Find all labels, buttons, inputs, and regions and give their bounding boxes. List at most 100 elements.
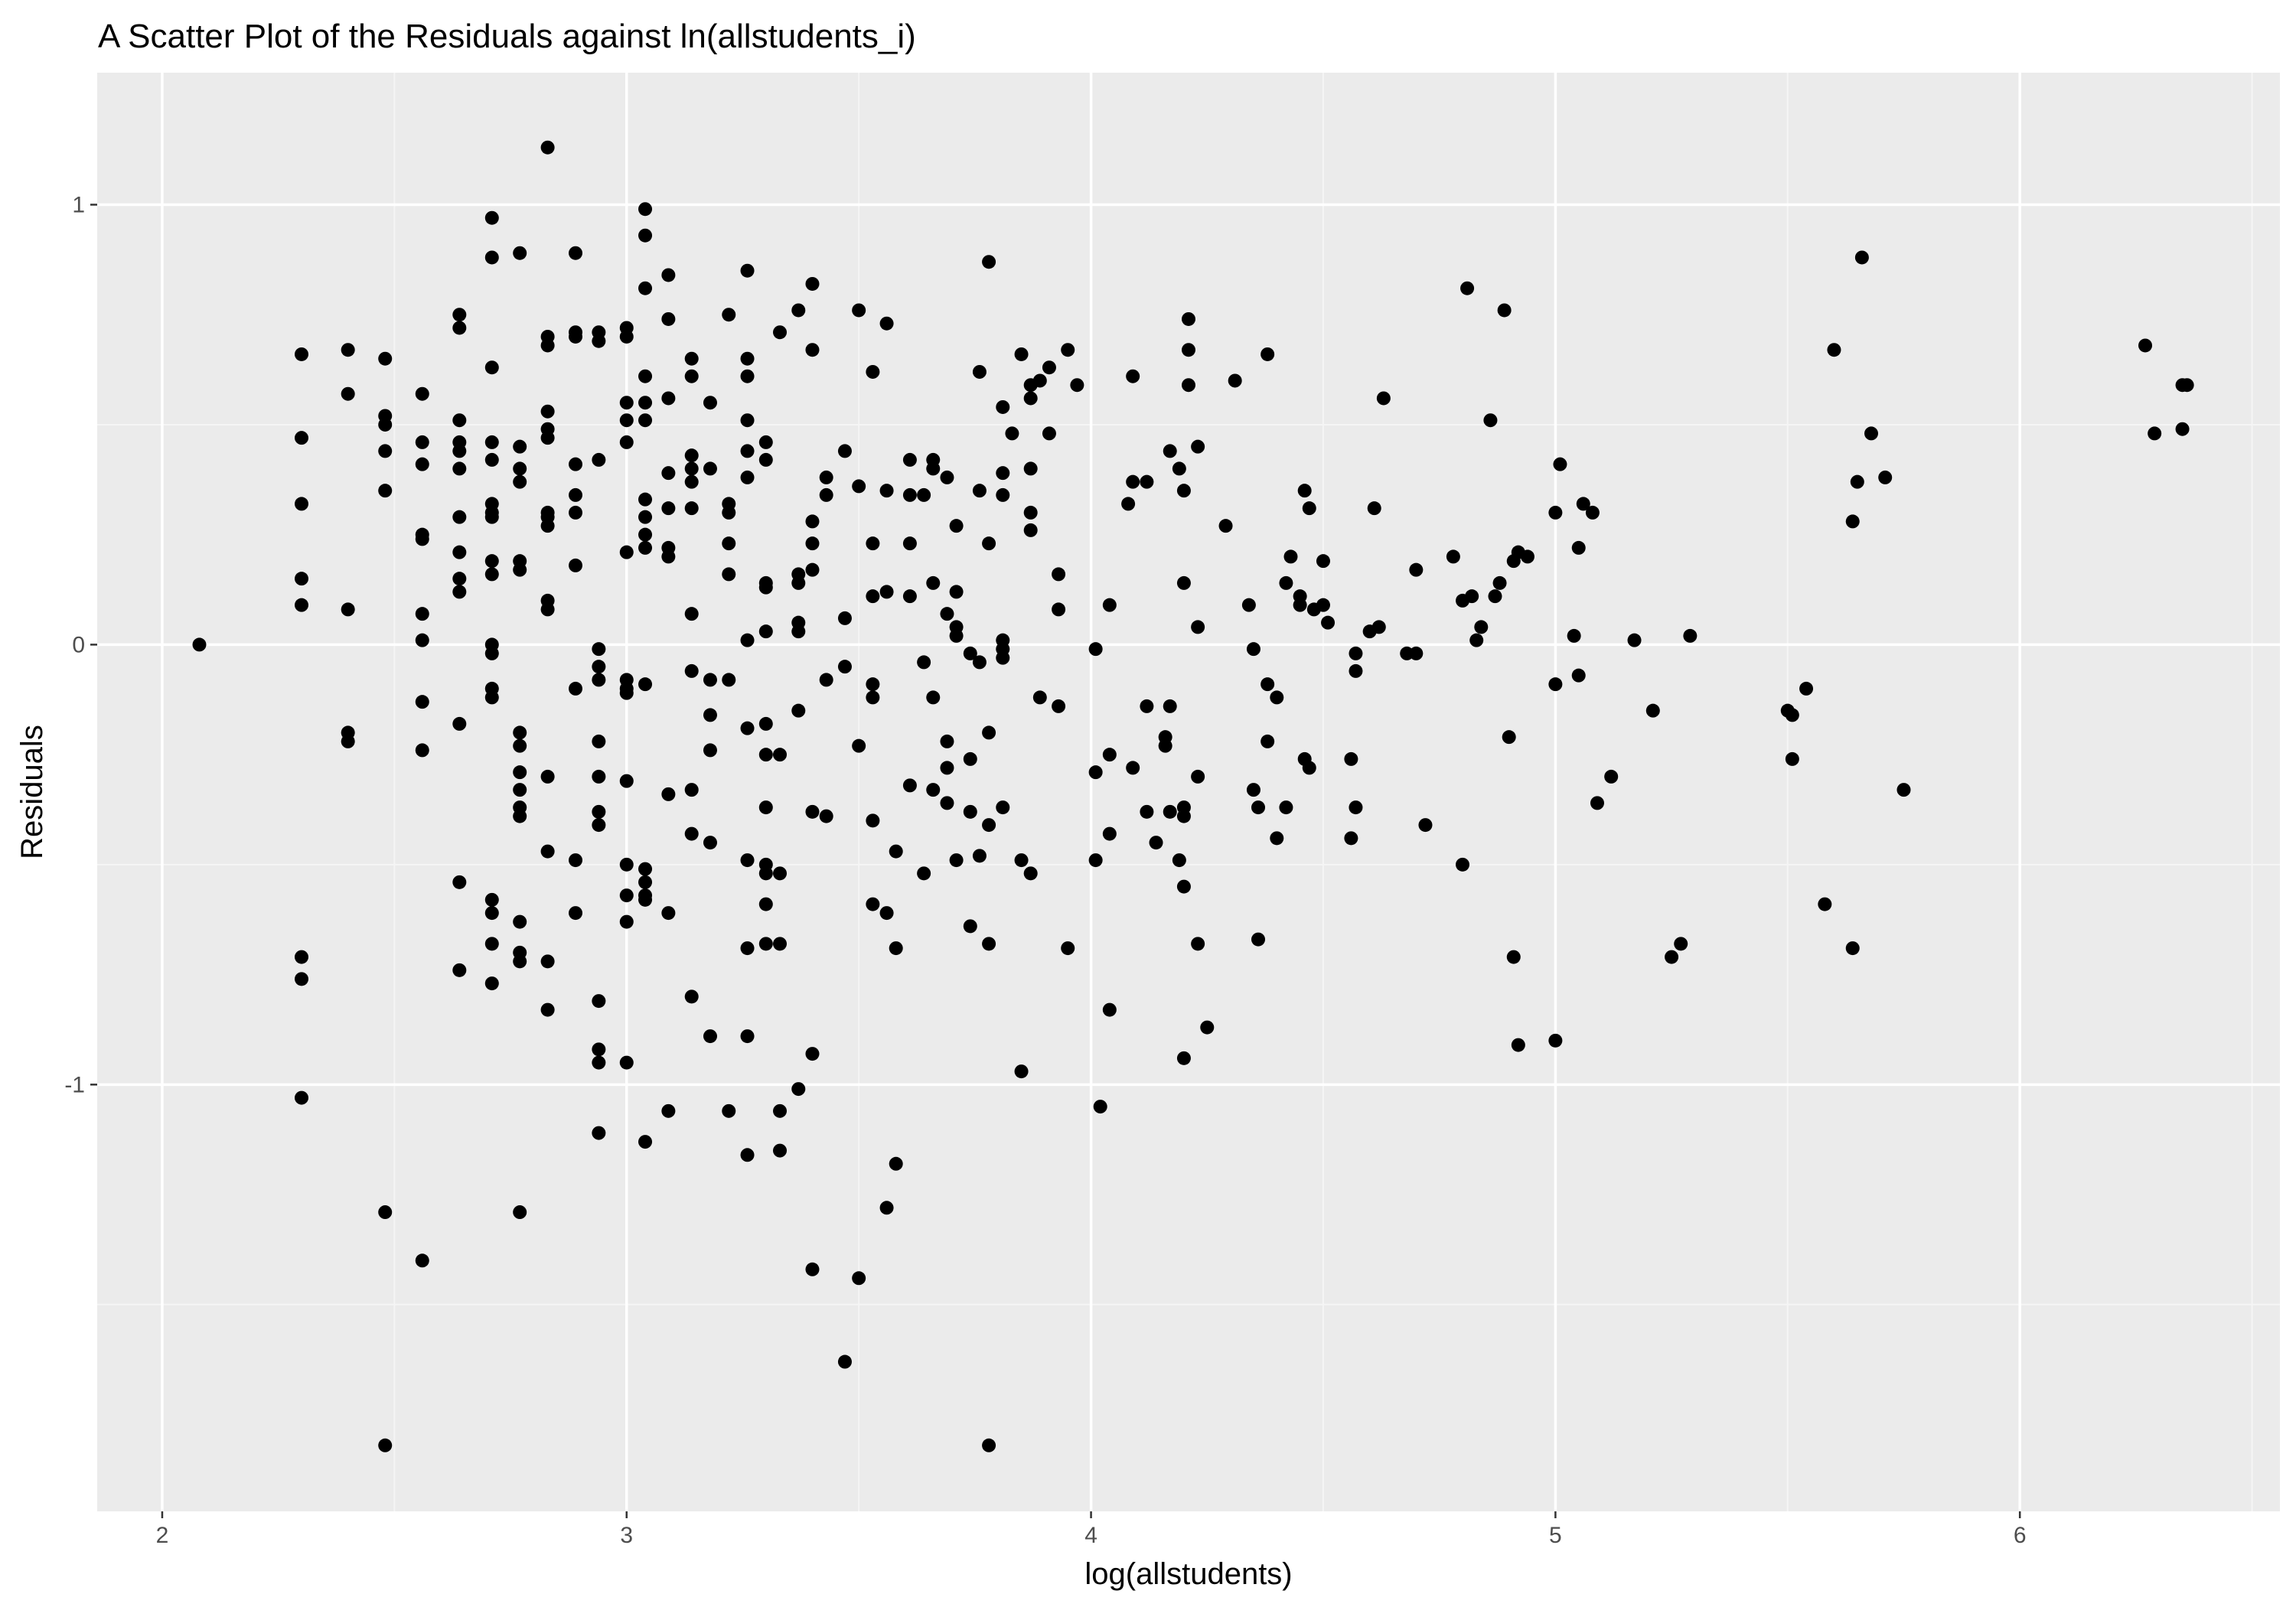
data-point <box>1896 783 1911 797</box>
data-point <box>758 937 773 951</box>
data-point <box>638 492 653 507</box>
data-point <box>1070 378 1084 393</box>
data-point <box>1149 836 1163 850</box>
data-point <box>740 351 755 366</box>
data-point <box>540 844 555 859</box>
data-point <box>917 655 931 670</box>
data-point <box>452 413 467 428</box>
data-point <box>1042 360 1056 375</box>
data-point <box>1293 598 1307 612</box>
data-point <box>1042 426 1056 441</box>
data-point <box>294 598 308 612</box>
data-point <box>758 580 773 595</box>
data-point <box>1061 343 1075 357</box>
data-point <box>703 743 717 758</box>
data-point <box>1140 474 1154 489</box>
data-point <box>949 853 964 868</box>
data-point <box>805 804 820 819</box>
data-point <box>294 431 308 445</box>
data-point <box>1665 950 1679 964</box>
data-point <box>540 140 555 155</box>
data-point <box>852 303 866 318</box>
data-point <box>703 708 717 722</box>
data-point <box>513 246 527 260</box>
data-point <box>917 487 931 502</box>
data-point <box>638 510 653 524</box>
data-point <box>805 1047 820 1061</box>
data-point <box>889 1156 903 1171</box>
data-point <box>982 255 996 269</box>
data-point <box>837 1354 852 1369</box>
data-point <box>294 1090 308 1105</box>
data-point <box>1246 642 1261 657</box>
data-point <box>722 536 736 551</box>
data-point <box>879 906 894 921</box>
data-point <box>1023 523 1038 537</box>
data-point <box>1469 633 1484 647</box>
data-point <box>996 650 1010 665</box>
data-point <box>1409 562 1424 577</box>
data-point <box>513 474 527 489</box>
data-point <box>819 487 833 502</box>
data-point <box>513 461 527 476</box>
data-point <box>619 413 634 428</box>
data-point <box>866 677 880 692</box>
data-point <box>592 1042 606 1057</box>
x-axis: 2 3 4 5 6 <box>156 1511 2027 1548</box>
data-point <box>791 575 806 590</box>
data-point <box>852 479 866 494</box>
data-point <box>1344 751 1358 766</box>
data-point <box>661 549 676 564</box>
data-point <box>484 510 499 524</box>
data-point <box>540 519 555 533</box>
data-point <box>638 369 653 383</box>
data-point <box>1251 800 1266 815</box>
data-point <box>722 567 736 582</box>
x-tick-label: 4 <box>1084 1523 1097 1548</box>
data-point <box>1023 505 1038 520</box>
data-point <box>2180 378 2194 393</box>
data-point <box>661 268 676 282</box>
data-point <box>996 487 1010 502</box>
data-point <box>661 466 676 481</box>
data-point <box>740 633 755 647</box>
data-point <box>513 765 527 780</box>
data-point <box>569 853 583 868</box>
data-point <box>415 1253 429 1268</box>
data-point <box>1102 826 1117 841</box>
data-point <box>805 514 820 529</box>
data-point <box>996 800 1010 815</box>
data-point <box>1176 809 1191 823</box>
data-point <box>1172 853 1186 868</box>
data-point <box>452 510 467 524</box>
data-point <box>1845 941 1860 956</box>
data-point <box>484 906 499 921</box>
data-point <box>1061 941 1075 956</box>
data-point <box>1854 250 1869 265</box>
x-axis-title: log(allstudents) <box>1084 1557 1292 1591</box>
data-point <box>638 202 653 217</box>
data-point <box>619 396 634 410</box>
data-point <box>1172 461 1186 476</box>
data-point <box>1674 937 1688 951</box>
data-point <box>1191 937 1205 951</box>
data-point <box>452 461 467 476</box>
data-point <box>866 897 880 911</box>
data-point <box>819 673 833 687</box>
data-point <box>852 738 866 753</box>
data-point <box>684 783 699 797</box>
data-point <box>684 474 699 489</box>
data-point <box>1567 628 1581 643</box>
data-point <box>866 536 880 551</box>
data-point <box>415 743 429 758</box>
data-point <box>1483 413 1498 428</box>
data-point <box>758 748 773 762</box>
data-point <box>294 497 308 511</box>
data-point <box>540 404 555 419</box>
data-point <box>982 818 996 833</box>
data-point <box>1176 879 1191 894</box>
data-point <box>484 976 499 991</box>
data-point <box>452 321 467 335</box>
data-point <box>540 769 555 784</box>
data-point <box>415 532 429 546</box>
